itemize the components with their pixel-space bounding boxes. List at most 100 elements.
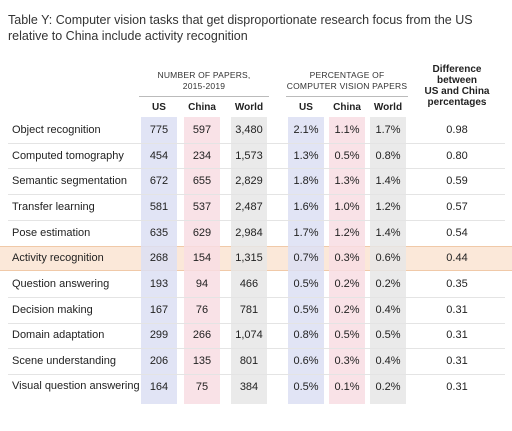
- table-cell: 1.7%: [375, 123, 401, 136]
- table-cell: 0.5%: [293, 278, 319, 291]
- table-cell: 1.0%: [334, 200, 360, 213]
- table-cell: 672: [149, 175, 169, 188]
- difference-header: Difference between US and China percenta…: [424, 64, 490, 108]
- table-cell: 0.31: [446, 355, 468, 368]
- table-cell: 167: [149, 303, 169, 316]
- table-cell: 466: [239, 278, 259, 291]
- row-label: Computed tomography: [12, 149, 124, 162]
- row-label: Domain adaptation: [12, 329, 105, 342]
- table-cell: 164: [149, 380, 169, 393]
- table-cell: 0.7%: [293, 252, 319, 265]
- row-label: Decision making: [12, 303, 93, 316]
- table-cell: 0.4%: [375, 303, 401, 316]
- column-header: World: [234, 102, 264, 113]
- column-header: US: [152, 102, 166, 113]
- row-divider: [8, 322, 505, 324]
- column-header: China: [333, 102, 361, 113]
- column-header: US: [299, 102, 313, 113]
- table-cell: 0.5%: [334, 329, 360, 342]
- table-cell: 234: [192, 149, 212, 162]
- table-cell: 2.1%: [293, 123, 319, 136]
- row-divider: [8, 168, 505, 170]
- table-cell: 801: [239, 355, 259, 368]
- group-rule: [286, 96, 408, 97]
- column-stripe: [184, 117, 220, 404]
- table-cell: 76: [195, 303, 209, 316]
- table-cell: 581: [149, 200, 169, 213]
- table-cell: 0.98: [446, 123, 468, 136]
- table-cell: 0.2%: [375, 380, 401, 393]
- table-cell: 0.2%: [334, 303, 360, 316]
- table-cell: 0.2%: [334, 278, 360, 291]
- table-cell: 1.1%: [334, 123, 360, 136]
- table-cell: 0.44: [446, 252, 468, 265]
- table-cell: 629: [192, 226, 212, 239]
- row-divider: [8, 142, 505, 144]
- table-cell: 0.1%: [334, 380, 360, 393]
- table-cell: 0.80: [446, 149, 468, 162]
- table-cell: 0.31: [446, 303, 468, 316]
- table-cell: 1.8%: [293, 175, 319, 188]
- table-cell: 0.8%: [293, 329, 319, 342]
- column-stripe: [288, 117, 324, 404]
- table-cell: 299: [149, 329, 169, 342]
- table-cell: 2,984: [235, 226, 263, 239]
- table-cell: 384: [239, 380, 259, 393]
- group-header: NUMBER OF PAPERS, 2015-2019: [157, 70, 251, 91]
- row-label: Transfer learning: [12, 200, 95, 213]
- table-cell: 1,074: [235, 329, 263, 342]
- row-label: Visual question answering: [12, 380, 140, 392]
- column-stripe: [231, 117, 267, 404]
- table-cell: 0.3%: [334, 355, 360, 368]
- table-cell: 1.3%: [293, 149, 319, 162]
- table-cell: 1.7%: [293, 226, 319, 239]
- table-cell: 135: [192, 355, 212, 368]
- table-cell: 0.2%: [375, 278, 401, 291]
- table-cell: 206: [149, 355, 169, 368]
- table-cell: 537: [192, 200, 212, 213]
- table-cell: 0.31: [446, 380, 468, 393]
- table-cell: 0.3%: [334, 252, 360, 265]
- table-cell: 75: [195, 380, 209, 393]
- table-cell: 1.6%: [293, 200, 319, 213]
- group-rule: [139, 96, 269, 97]
- table-cell: 1,315: [235, 252, 263, 265]
- table-cell: 0.6%: [293, 355, 319, 368]
- row-divider: [8, 194, 505, 196]
- table-cell: 1.3%: [334, 175, 360, 188]
- table-cell: 0.57: [446, 200, 468, 213]
- row-label: Scene understanding: [12, 355, 116, 368]
- row-divider: [8, 219, 505, 221]
- table-cell: 0.8%: [375, 149, 401, 162]
- row-label: Object recognition: [12, 123, 101, 136]
- table-cell: 1.2%: [375, 200, 401, 213]
- group-header: PERCENTAGE OF COMPUTER VISION PAPERS: [286, 70, 408, 91]
- row-divider: [8, 348, 505, 350]
- table-cell: 635: [149, 226, 169, 239]
- table-cell: 0.54: [446, 226, 468, 239]
- column-header: World: [373, 102, 403, 113]
- column-stripe: [329, 117, 365, 404]
- table-cell: 597: [192, 123, 212, 136]
- table-cell: 266: [192, 329, 212, 342]
- table-cell: 775: [149, 123, 169, 136]
- table-cell: 1,573: [235, 149, 263, 162]
- table-cell: 193: [149, 278, 169, 291]
- table-cell: 0.31: [446, 329, 468, 342]
- table-cell: 94: [195, 278, 209, 291]
- table-cell: 0.5%: [293, 303, 319, 316]
- table-cell: 1.4%: [375, 226, 401, 239]
- column-header: China: [188, 102, 216, 113]
- table-cell: 0.5%: [293, 380, 319, 393]
- table-cell: 268: [149, 252, 169, 265]
- table-title: Table Y: Computer vision tasks that get …: [8, 13, 473, 43]
- table-cell: 454: [149, 149, 169, 162]
- column-stripe: [370, 117, 406, 404]
- table-cell: 1.4%: [375, 175, 401, 188]
- row-label: Question answering: [12, 278, 110, 291]
- table-cell: 154: [192, 252, 212, 265]
- table-cell: 0.59: [446, 175, 468, 188]
- row-label: Semantic segmentation: [12, 175, 127, 188]
- row-divider: [8, 296, 505, 298]
